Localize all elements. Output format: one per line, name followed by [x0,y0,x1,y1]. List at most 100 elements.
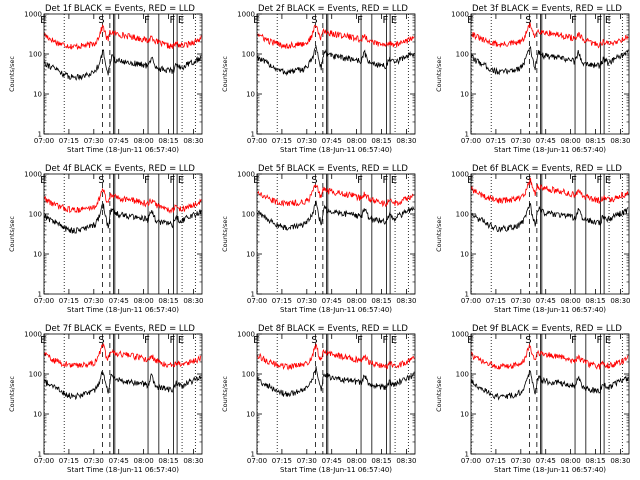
x-tick-label: 07:15 [59,457,79,465]
y-tick-label: 1000 [237,11,255,19]
series-events [43,371,202,401]
marker-label: F [357,175,363,186]
x-tick-label: 07:00 [247,137,267,145]
marker-label: F [383,335,389,346]
x-tick-label: 07:45 [109,137,129,145]
marker-label: E [391,15,397,26]
x-axis-label: Start Time (18-Jun-11 06:57:40) [494,466,606,474]
y-tick-label: 10 [460,251,469,259]
series-lld [257,183,415,208]
series-lld [43,342,202,369]
x-tick-label: 07:15 [486,137,506,145]
x-tick-label: 08:00 [134,297,154,305]
panel-title: Det 1f BLACK = Events, RED = LLD [45,4,195,14]
x-tick-label: 08:30 [183,457,203,465]
x-tick-label: 08:15 [585,137,605,145]
marker-label: F [571,335,577,346]
marker-label: F [170,175,176,186]
x-tick-label: 07:30 [84,297,104,305]
y-tick-label: 10 [246,91,255,99]
x-tick-label: 07:30 [511,137,531,145]
y-tick-label: 100 [456,211,469,219]
y-axis-label: Counts/sec [8,216,16,252]
y-tick-label: 1000 [24,331,42,339]
marker-label: E [253,175,259,186]
y-axis-label: Counts/sec [221,216,229,252]
y-tick-label: 10 [33,251,42,259]
y-tick-label: 1 [465,291,469,299]
series-lld [43,187,202,214]
series-lld [470,22,629,49]
y-axis-label: Counts/sec [8,376,16,412]
plot-frame [43,13,203,135]
panel-title: Det 7f BLACK = Events, RED = LLD [45,324,195,334]
x-tick-label: 07:15 [59,137,79,145]
panel-det-3: Det 3f BLACK = Events, RED = LLD Counts/s… [435,4,631,154]
series-lld [470,343,629,370]
x-tick-label: 07:15 [59,297,79,305]
marker-label: F [383,15,389,26]
x-tick-label: 08:00 [347,297,367,305]
x-axis-label: Start Time (18-Jun-11 06:57:40) [67,306,179,314]
panel-det-1: Det 1f BLACK = Events, RED = LLD Counts/s… [8,4,204,154]
x-tick-label: 08:30 [396,457,416,465]
series-lld [257,343,415,371]
y-tick-label: 1 [251,451,255,459]
y-tick-label: 1000 [24,171,42,179]
x-tick-label: 07:00 [34,457,54,465]
panel-det-4: Det 4f BLACK = Events, RED = LLD Counts/s… [8,164,204,314]
x-tick-label: 08:15 [158,297,178,305]
x-tick-label: 07:30 [84,137,104,145]
x-tick-label: 08:30 [396,137,416,145]
marker-label: S [311,15,317,26]
x-tick-label: 07:00 [461,137,481,145]
y-tick-label: 1000 [451,11,469,19]
series-lld [256,24,415,50]
x-tick-label: 07:30 [297,137,317,145]
y-tick-label: 100 [29,371,42,379]
x-tick-label: 08:00 [347,457,367,465]
y-tick-label: 100 [242,211,255,219]
marker-label: E [605,15,611,26]
marker-label: F [383,175,389,186]
marker-label: E [40,335,46,346]
marker-label: E [253,15,259,26]
marker-label: F [357,15,363,26]
y-tick-label: 1 [465,451,469,459]
x-tick-label: 08:00 [134,457,154,465]
x-tick-label: 08:30 [183,137,203,145]
y-tick-label: 100 [29,51,42,59]
y-tick-label: 10 [460,411,469,419]
y-tick-label: 10 [33,91,42,99]
plot-frame [43,333,203,455]
x-tick-label: 08:15 [371,297,391,305]
x-tick-label: 07:00 [461,457,481,465]
x-tick-label: 07:30 [511,457,531,465]
x-tick-label: 08:15 [371,457,391,465]
panel-det-8: Det 8f BLACK = Events, RED = LLD Counts/s… [221,324,417,474]
marker-label: F [170,15,176,26]
x-tick-label: 08:15 [158,457,178,465]
x-tick-label: 07:45 [109,297,129,305]
x-tick-label: 07:00 [34,297,54,305]
x-tick-label: 07:15 [486,457,506,465]
x-tick-label: 07:45 [536,137,556,145]
y-axis-label: Counts/sec [8,56,16,92]
x-tick-label: 07:30 [511,297,531,305]
panel-det-9: Det 9f BLACK = Events, RED = LLD Counts/s… [435,324,631,474]
marker-label: E [467,335,473,346]
x-tick-label: 08:00 [561,137,581,145]
y-tick-label: 1000 [237,171,255,179]
series-events [471,203,629,233]
panel-det-2: Det 2f BLACK = Events, RED = LLD Counts/s… [221,4,417,154]
y-tick-label: 10 [460,91,469,99]
marker-label: S [525,15,531,26]
y-tick-label: 10 [246,411,255,419]
marker-label: F [571,15,577,26]
series-events [470,45,629,76]
x-tick-label: 07:15 [486,297,506,305]
x-axis-label: Start Time (18-Jun-11 06:57:40) [280,306,392,314]
plot-frame [256,173,416,295]
marker-label: S [311,335,317,346]
